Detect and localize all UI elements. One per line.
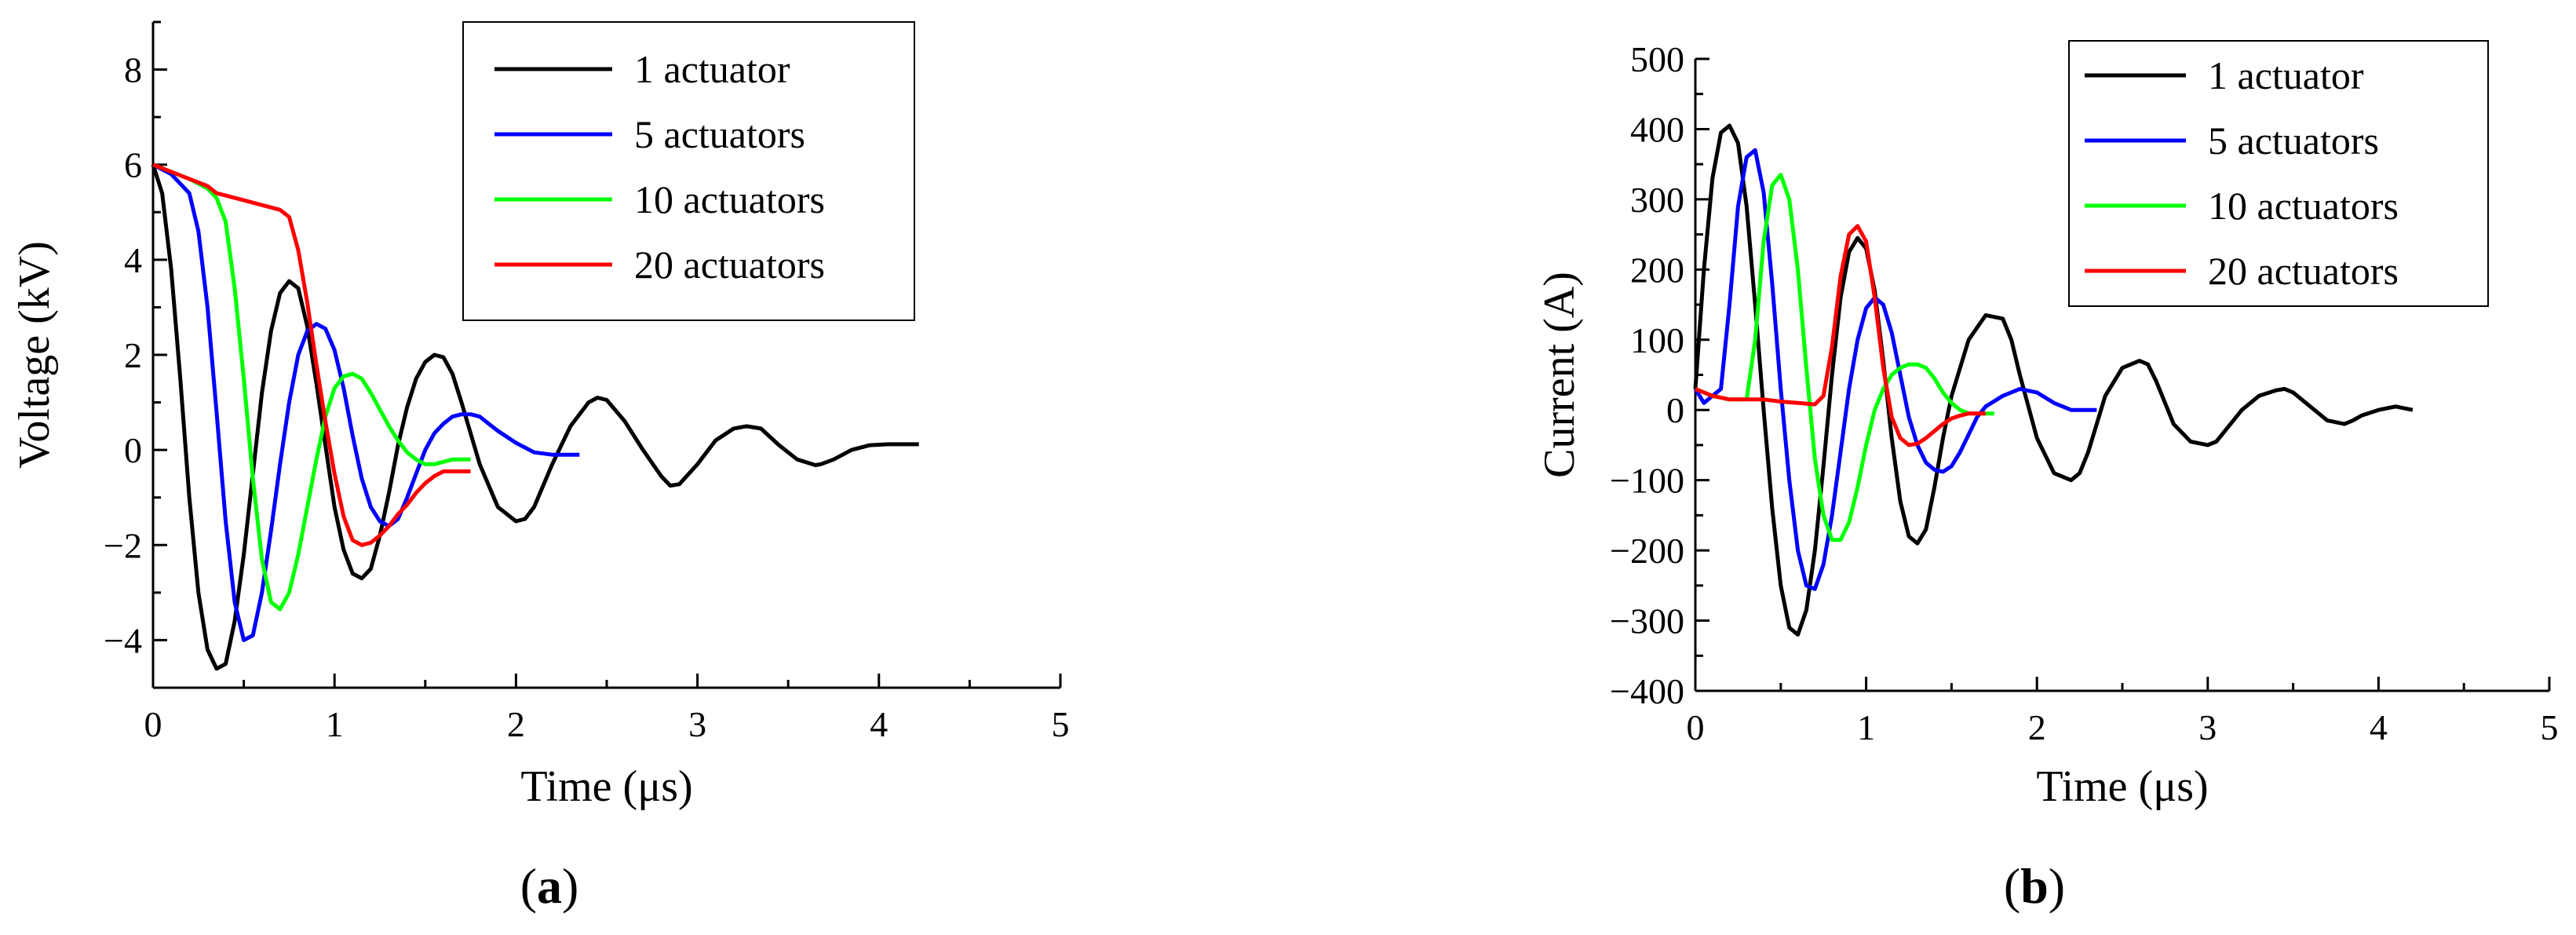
- current-chart: 0 1 2 3 4 5 −400 −300 −200 −100 0 100 200 300 400 500 Ti…: [1535, 39, 2559, 811]
- x-tick-label: 4: [870, 704, 888, 744]
- x-tick-label: 1: [326, 704, 344, 744]
- y-tick-label: 4: [124, 240, 142, 280]
- legend-label: 1 actuator: [634, 47, 790, 91]
- legend-label: 10 actuators: [634, 177, 825, 221]
- legend-box: [462, 21, 915, 321]
- x-tick-label: 2: [507, 704, 525, 744]
- voltage-chart: 0 1 2 3 4 5 −4 −2 0 2 4 6 8 Time (μs) Voltage (kV) 1 ac…: [10, 20, 1070, 811]
- y-tick-label: −300: [1610, 601, 1684, 641]
- y-tick-label: 300: [1630, 180, 1684, 220]
- y-axis-title: Voltage (kV): [10, 241, 59, 469]
- series-line: [151, 163, 580, 642]
- x-axis-title: Time (μs): [2036, 762, 2208, 811]
- series-line: [151, 163, 919, 671]
- x-tick-label: 1: [1857, 707, 1875, 747]
- y-tick-label: 200: [1630, 250, 1684, 290]
- y-tick-label: 8: [124, 50, 142, 90]
- y-tick-label: −200: [1610, 531, 1684, 571]
- y-tick-label: 2: [124, 335, 142, 375]
- x-tick-label: 3: [688, 704, 706, 744]
- legend-label: 5 actuators: [2208, 119, 2379, 163]
- legend-label: 20 actuators: [634, 243, 825, 287]
- y-tick-label: 400: [1630, 109, 1684, 149]
- x-tick-label: 0: [144, 704, 162, 744]
- series-line: [152, 163, 471, 547]
- series-line: [152, 163, 471, 612]
- y-tick-label: −4: [104, 620, 142, 660]
- y-tick-label: 6: [124, 145, 142, 185]
- legend-label: 10 actuators: [2208, 184, 2399, 228]
- y-tick-label: 0: [1666, 390, 1684, 430]
- y-tick-label: 500: [1630, 39, 1684, 79]
- x-tick-label: 0: [1687, 707, 1705, 747]
- y-tick-label: −400: [1610, 671, 1684, 711]
- x-tick-label: 5: [1052, 704, 1070, 744]
- y-tick-label: 100: [1630, 320, 1684, 360]
- series-line: [1695, 224, 1986, 447]
- legend-box: [2068, 40, 2489, 307]
- series-line: [1695, 173, 1994, 542]
- y-axis-title: Current (A): [1535, 272, 1584, 478]
- y-tick-label: −100: [1610, 461, 1684, 501]
- series-line: [1693, 123, 2414, 637]
- panel-label-b: (b): [2004, 858, 2065, 914]
- legend-label: 20 actuators: [2208, 249, 2399, 293]
- x-tick-label: 4: [2370, 707, 2388, 747]
- legend: 1 actuator 5 actuators 10 actuators 20 actu…: [462, 21, 915, 321]
- x-tick-label: 2: [2028, 707, 2046, 747]
- x-tick-label: 5: [2541, 707, 2559, 747]
- series-line: [1693, 148, 2097, 591]
- x-tick-label: 3: [2198, 707, 2217, 747]
- legend-label: 5 actuators: [634, 112, 805, 156]
- panel-label-a: (a): [520, 858, 579, 914]
- legend-label: 1 actuator: [2208, 53, 2364, 97]
- x-axis-title: Time (μs): [520, 762, 692, 811]
- y-tick-label: −2: [104, 525, 142, 565]
- y-tick-label: 0: [124, 430, 142, 470]
- legend: 1 actuator 5 actuators 10 actuators 20 actu…: [2068, 40, 2489, 307]
